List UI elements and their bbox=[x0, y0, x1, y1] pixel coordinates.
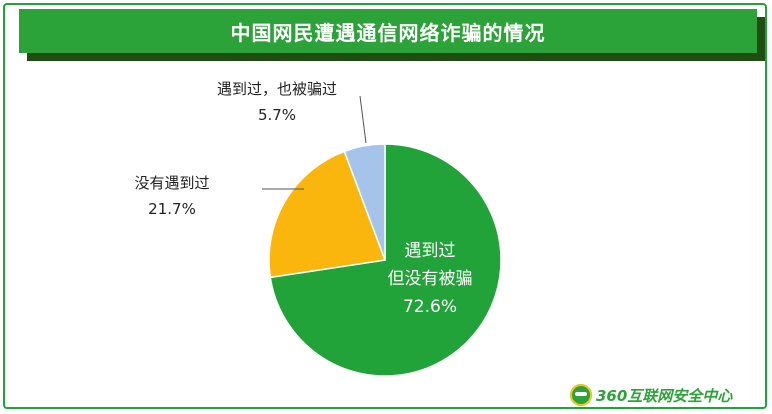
title-bar: 中国网民遭遇通信网络诈骗的情况 bbox=[19, 9, 757, 53]
slice-label-2: 遇到过，也被骗过 5.7% bbox=[217, 80, 337, 124]
brand-logo: 360互联网安全中心 bbox=[570, 384, 732, 406]
slice-label-0: 遇到过但没有被骗 72.6% bbox=[388, 241, 473, 317]
brand-logo-text: 360互联网安全中心 bbox=[596, 386, 733, 405]
leader-line-2 bbox=[359, 95, 367, 144]
shield-logo-icon bbox=[570, 384, 592, 406]
slice-label-1: 没有遇到过 21.7% bbox=[134, 174, 209, 218]
pie-slice-2 bbox=[343, 143, 386, 261]
chart-title: 中国网民遭遇通信网络诈骗的情况 bbox=[230, 20, 546, 45]
